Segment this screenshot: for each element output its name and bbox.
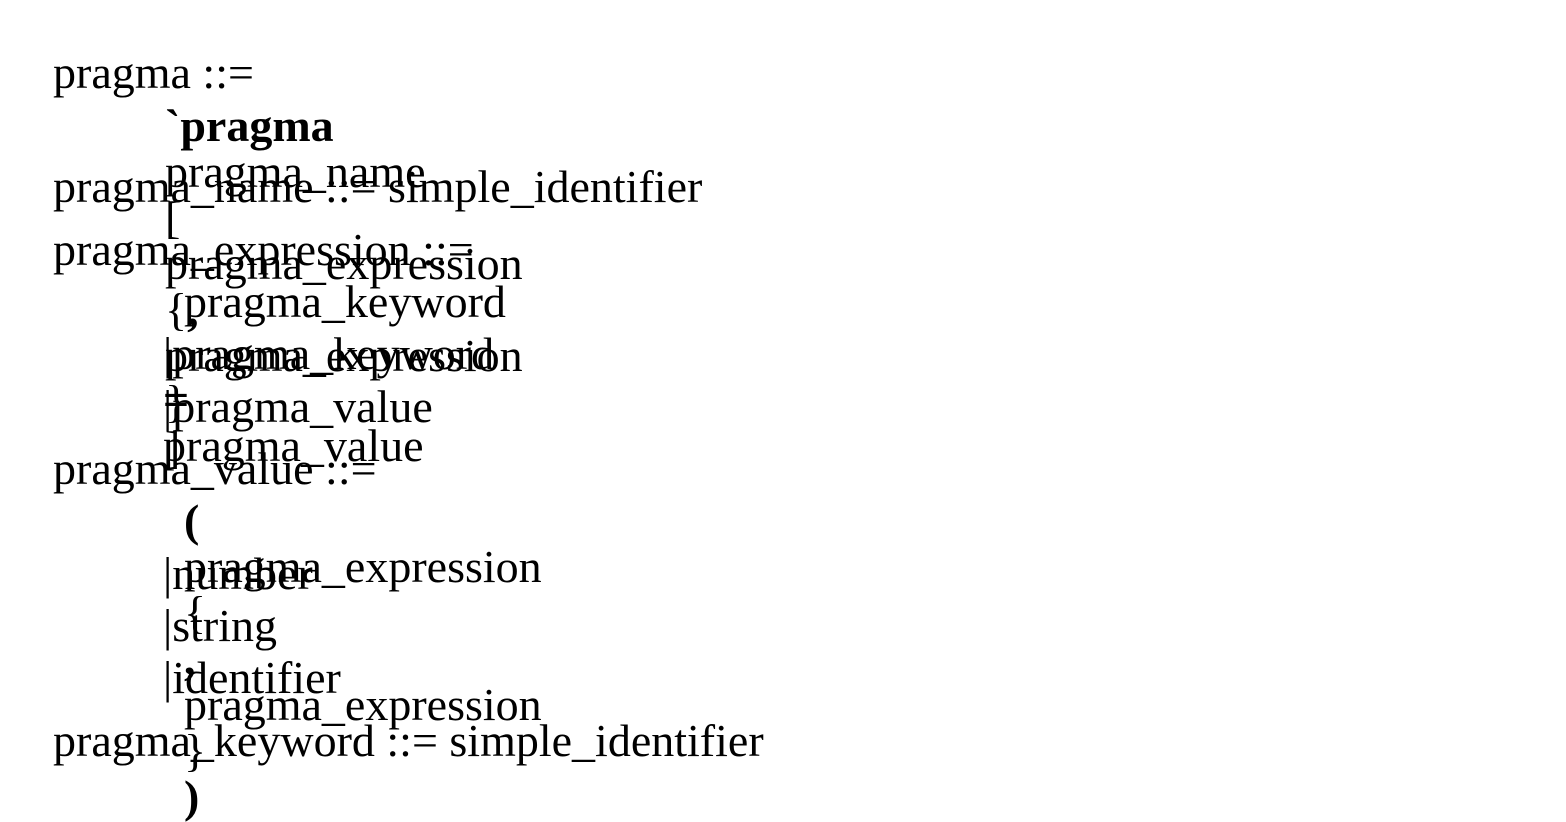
pragma-expression-token: pragma_expression [165,330,523,381]
alternative-bar: | [163,600,173,651]
string-token: string [172,600,277,651]
pragma-expression-alt-1: pragma_keyword [161,233,506,325]
identifier-token: identifier [172,652,341,703]
open-brace-token: { [184,587,207,638]
pragma-name-rule-text: pragma_name ::= simple_identifier [53,161,703,212]
pragma-value-token: pragma_value [172,381,433,432]
equals-token: = [163,374,190,425]
pragma-expression-alt-3: |pragma_value [140,338,433,430]
pragma-value-token: pragma_value [163,420,424,471]
pragma-keyword-token: pragma_keyword [184,276,506,327]
pragma-expression-alt-2: |pragma_keyword = pragma_value [140,285,494,469]
pragma-expression-token: pragma_expression [184,541,542,592]
alternative-bar: | [163,548,173,599]
alternative-bar: | [163,328,173,379]
pragma-keyword-token: `pragma [165,100,334,151]
close-bracket-token: ] [165,422,181,473]
pragma-expression-rule-lhs-text: pragma_expression ::= [53,224,474,275]
alternative-bar: | [163,381,173,432]
pragma-value-alt-4: |identifier [140,609,341,701]
pragma-name-token: pragma_name [165,146,426,197]
pragma-value-alt-2: |number [140,505,313,597]
pragma-rule-lhs: pragma ::= [30,4,254,96]
number-token: number [172,548,313,599]
pragma-keyword-token: pragma_keyword [172,328,495,379]
alternative-bar: | [163,652,173,703]
pragma-value-rule-lhs-text: pragma_value ::= [53,443,377,494]
close-paren-token: ) [184,771,200,822]
pragma-expression-rule-lhs: pragma_expression ::= [30,181,474,273]
pragma-rule-lhs-text: pragma ::= [53,47,254,98]
comma-token: , [187,284,199,335]
pragma-name-rule: pragma_name ::= simple_identifier [30,118,702,210]
pragma-keyword-rule: pragma_keyword ::= simple_identifier [30,672,764,764]
open-paren-token: ( [184,495,200,546]
pragma-rule-rhs: `pragma pragma_name [ pragma_expression … [142,57,523,471]
comma-token: , [184,633,196,684]
pragma-keyword-rule-text: pragma_keyword ::= simple_identifier [53,715,764,766]
open-brace-token: { [165,284,188,335]
pragma-value-rule-lhs: pragma_value ::= [30,400,377,492]
pragma-expression-token: pragma_expression [184,679,542,730]
close-brace-token: } [165,376,188,427]
pragma-expression-token: pragma_expression [165,238,523,289]
open-bracket-token: [ [165,192,181,243]
pragma-value-alt-3: |string [140,557,277,649]
